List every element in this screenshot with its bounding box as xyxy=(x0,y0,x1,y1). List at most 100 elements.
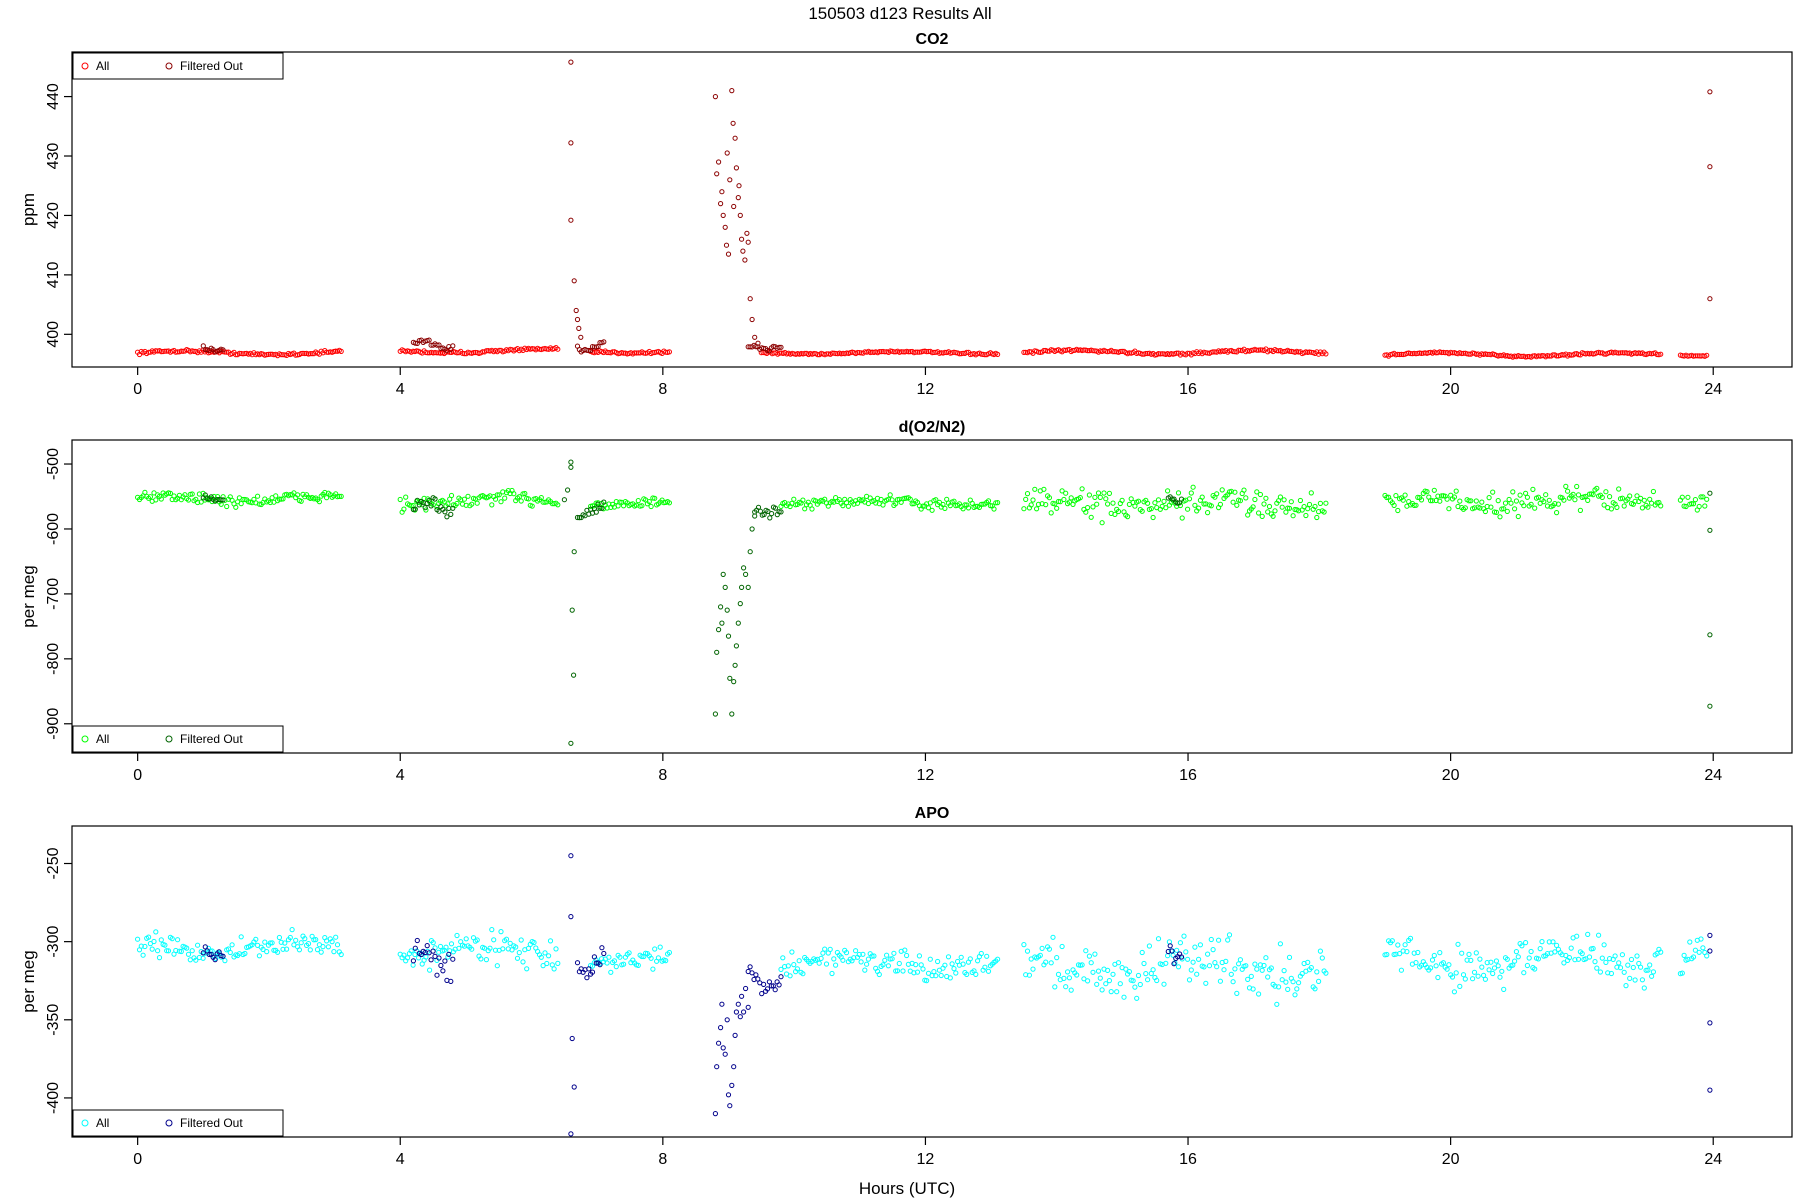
data-point xyxy=(1658,949,1664,955)
data-point xyxy=(1094,981,1100,987)
data-point xyxy=(663,958,669,964)
data-point xyxy=(978,501,984,507)
data-point xyxy=(1210,947,1216,953)
filtered-point xyxy=(768,983,775,989)
data-point xyxy=(546,953,552,959)
data-point xyxy=(1495,498,1501,504)
data-point xyxy=(1216,937,1222,943)
data-point xyxy=(1444,966,1450,972)
data-point xyxy=(915,349,921,355)
filtered-point xyxy=(759,991,765,997)
filtered-point xyxy=(753,972,759,978)
data-point xyxy=(158,496,164,502)
filtered-point xyxy=(767,515,773,521)
data-point xyxy=(164,948,170,954)
data-point xyxy=(1090,504,1096,510)
filtered-point xyxy=(737,1014,743,1020)
filtered-point xyxy=(720,571,726,578)
filtered-point xyxy=(410,958,416,964)
filtered-point xyxy=(776,344,782,350)
x-tick-label: 0 xyxy=(133,381,142,398)
data-point xyxy=(489,927,495,933)
data-point xyxy=(1535,494,1542,500)
filtered-point xyxy=(595,501,601,507)
data-point xyxy=(1194,971,1200,977)
data-point xyxy=(1597,969,1604,975)
data-point xyxy=(1497,514,1503,520)
legend-marker xyxy=(81,1119,89,1127)
data-point xyxy=(498,929,504,935)
data-point xyxy=(1110,971,1116,977)
data-point xyxy=(1119,497,1125,503)
panel-o2n2: d(O2/N2) 0 4 8 12 16 20 24 -900 -800 -700 -600 -500 p… xyxy=(19,419,1793,784)
data-point xyxy=(1192,944,1198,950)
data-point xyxy=(1397,351,1403,358)
y-tick-label: -350 xyxy=(45,1004,62,1036)
data-point xyxy=(1048,510,1054,516)
filtered-point xyxy=(749,316,755,323)
plot-frame xyxy=(71,51,1793,368)
data-point xyxy=(1572,497,1578,503)
data-point xyxy=(1647,496,1653,502)
data-point xyxy=(1232,489,1238,495)
data-point xyxy=(176,948,182,954)
data-point xyxy=(282,940,288,946)
data-point xyxy=(287,934,293,941)
x-tick-label: 4 xyxy=(396,381,405,398)
y-tick-label: 420 xyxy=(45,202,62,229)
data-point xyxy=(443,944,449,950)
data-point xyxy=(1285,505,1291,511)
filtered-point xyxy=(749,526,755,532)
filtered-point xyxy=(220,953,226,959)
data-point xyxy=(1639,977,1646,983)
data-point xyxy=(502,495,508,501)
filtered-point xyxy=(727,1103,733,1109)
filtered-point xyxy=(597,505,603,511)
filtered-point xyxy=(601,339,607,345)
data-point xyxy=(878,349,884,355)
data-point xyxy=(1199,494,1205,500)
data-point xyxy=(1543,492,1549,498)
data-point xyxy=(1537,946,1543,952)
data-point xyxy=(178,948,184,955)
data-point xyxy=(1512,958,1518,964)
data-point xyxy=(1499,506,1505,512)
filtered-point xyxy=(1707,1020,1713,1026)
filtered-point xyxy=(434,342,440,348)
data-point xyxy=(1123,966,1129,972)
data-point xyxy=(1601,942,1607,948)
data-point xyxy=(483,957,489,963)
data-point xyxy=(278,352,284,358)
data-point xyxy=(1490,970,1496,977)
filtered-point xyxy=(593,509,599,515)
data-point xyxy=(1143,350,1149,357)
data-point xyxy=(1088,514,1094,520)
data-point xyxy=(973,971,979,978)
data-point xyxy=(1252,496,1258,503)
data-point xyxy=(1254,966,1260,972)
data-point xyxy=(1491,965,1498,971)
data-point xyxy=(1086,953,1093,959)
data-point xyxy=(1627,975,1633,982)
filtered-point xyxy=(586,347,592,354)
data-point xyxy=(405,955,411,961)
data-point xyxy=(856,951,862,958)
data-point xyxy=(1621,503,1627,509)
data-point xyxy=(1566,955,1573,961)
filtered-point xyxy=(1171,961,1177,967)
filtered-point xyxy=(1707,527,1713,533)
filtered-point xyxy=(569,607,575,613)
data-point xyxy=(1103,496,1109,502)
data-point xyxy=(860,951,866,957)
data-point xyxy=(1574,483,1580,490)
data-point xyxy=(884,952,890,958)
data-point xyxy=(993,500,999,506)
data-point xyxy=(260,946,266,953)
data-point xyxy=(1415,494,1421,500)
data-point xyxy=(1512,506,1518,512)
filtered-point xyxy=(412,945,418,951)
data-point xyxy=(273,493,279,499)
data-point xyxy=(1145,500,1151,506)
data-point xyxy=(925,505,932,511)
data-point xyxy=(265,351,272,357)
